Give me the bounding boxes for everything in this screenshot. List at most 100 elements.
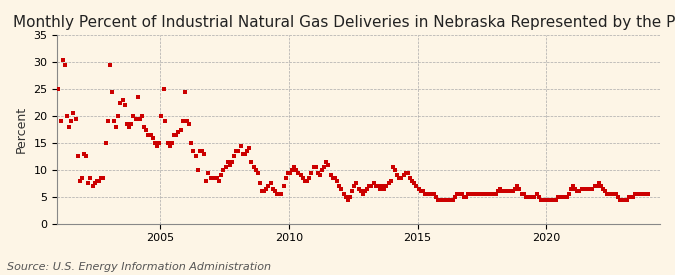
Point <box>522 195 533 199</box>
Point <box>514 186 525 191</box>
Point <box>331 178 342 183</box>
Point <box>632 192 643 196</box>
Point <box>111 125 122 129</box>
Point <box>87 184 98 188</box>
Point <box>548 197 559 202</box>
Point <box>428 192 439 196</box>
Point <box>504 189 514 194</box>
Point <box>454 192 465 196</box>
Point <box>321 160 331 164</box>
Point <box>158 87 169 91</box>
Point <box>289 165 300 169</box>
Point <box>570 186 580 191</box>
Point <box>499 189 510 194</box>
Point <box>606 192 617 196</box>
Point <box>295 173 306 178</box>
Point <box>229 154 240 159</box>
Point <box>637 192 647 196</box>
Point <box>424 192 435 196</box>
Point <box>450 195 460 199</box>
Point <box>347 189 358 194</box>
Point <box>617 197 628 202</box>
Point <box>555 195 566 199</box>
Point <box>387 165 398 169</box>
Point <box>263 184 274 188</box>
Point <box>508 189 518 194</box>
Point <box>572 189 583 194</box>
Point <box>469 192 480 196</box>
Point <box>392 173 402 178</box>
Point <box>587 186 598 191</box>
Point <box>360 189 371 194</box>
Point <box>308 165 319 169</box>
Point <box>634 192 645 196</box>
Point <box>310 165 321 169</box>
Point <box>484 192 495 196</box>
Point <box>293 170 304 175</box>
Point <box>493 189 504 194</box>
Point <box>475 192 486 196</box>
Point <box>252 170 263 175</box>
Point <box>443 197 454 202</box>
Point <box>533 195 544 199</box>
Point <box>422 192 433 196</box>
Point <box>458 195 469 199</box>
Point <box>630 192 641 196</box>
Point <box>501 189 512 194</box>
Point <box>641 192 651 196</box>
Y-axis label: Percent: Percent <box>15 106 28 153</box>
Point <box>107 90 117 94</box>
Point <box>98 176 109 180</box>
Point <box>306 170 317 175</box>
Point <box>512 184 522 188</box>
Point <box>375 186 385 191</box>
Point <box>242 149 252 153</box>
Point <box>171 133 182 137</box>
Point <box>323 162 334 167</box>
Point <box>643 192 653 196</box>
Point <box>188 149 199 153</box>
Point <box>413 186 424 191</box>
Point <box>358 192 369 196</box>
Point <box>446 197 456 202</box>
Point <box>53 87 64 91</box>
Point <box>340 195 351 199</box>
Point <box>576 186 587 191</box>
Point <box>396 176 407 180</box>
Point <box>559 195 570 199</box>
Point <box>600 189 611 194</box>
Point <box>589 184 600 188</box>
Point <box>452 192 462 196</box>
Point <box>190 154 201 159</box>
Point <box>291 168 302 172</box>
Point <box>209 176 220 180</box>
Point <box>134 117 145 121</box>
Point <box>622 197 632 202</box>
Point <box>531 192 542 196</box>
Point <box>130 117 141 121</box>
Point <box>55 119 66 124</box>
Point <box>149 141 160 145</box>
Point <box>595 184 606 188</box>
Point <box>527 195 538 199</box>
Point <box>585 186 595 191</box>
Point <box>553 195 564 199</box>
Point <box>381 184 392 188</box>
Point <box>315 173 325 178</box>
Point <box>269 189 280 194</box>
Point <box>488 192 499 196</box>
Point <box>377 184 387 188</box>
Point <box>400 170 411 175</box>
Point <box>394 176 405 180</box>
Point <box>128 114 139 118</box>
Point <box>433 197 443 202</box>
Point <box>282 170 293 175</box>
Point <box>119 103 130 108</box>
Point <box>334 184 345 188</box>
Point <box>173 130 184 134</box>
Point <box>167 141 178 145</box>
Point <box>383 181 394 186</box>
Point <box>178 119 188 124</box>
Point <box>379 186 389 191</box>
Point <box>59 63 70 67</box>
